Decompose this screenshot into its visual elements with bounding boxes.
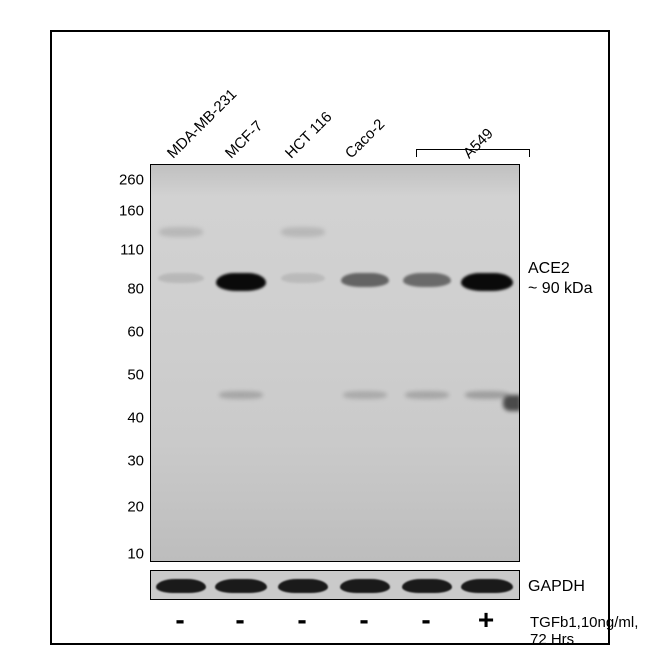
faint-45-band-lane-5: [405, 391, 449, 399]
mw-ladder: 260 160 110 80 60 50 40 30 20 10: [110, 172, 144, 562]
lane-labels-container: MDA-MB-231MCF-7HCT 116Caco-2A549: [162, 87, 532, 162]
mw-label-40: 40: [127, 409, 144, 426]
lane-label-mcf-7: MCF-7: [222, 118, 266, 162]
mw-label-80: 80: [127, 281, 144, 298]
treatment-symbol-lane-4: -: [339, 604, 389, 636]
ace2-band-lane-6: [461, 273, 513, 291]
ace2-mw-label: ~ 90 kDa: [528, 280, 592, 298]
mw-label-50: 50: [127, 366, 144, 383]
figure-frame: 26016011080605040302010 MDA-MB-231MCF-7H…: [50, 30, 610, 645]
edge-artifact: [503, 395, 520, 411]
treatment-symbol-lane-2: -: [215, 604, 265, 636]
lane-label-caco-2: Caco-2: [342, 116, 388, 162]
mw-label-160: 160: [119, 203, 144, 220]
gapdh-band-lane-5: [402, 579, 452, 593]
ace2-band-lane-2: [216, 273, 266, 291]
gapdh-band-lane-6: [461, 579, 513, 593]
faint-110-band-lane-3: [281, 227, 325, 237]
mw-label-30: 30: [127, 452, 144, 469]
ace2-band-lane-3: [281, 273, 325, 283]
faint-45-band-lane-6: [465, 391, 509, 399]
treatment-symbol-lane-6: +: [461, 604, 511, 636]
treatment-symbol-lane-5: -: [401, 604, 451, 636]
faint-45-band-lane-4: [343, 391, 387, 399]
ace2-label: ACE2: [528, 260, 570, 278]
faint-45-band-lane-2: [219, 391, 263, 399]
ace2-band-lane-4: [341, 273, 389, 287]
mw-label-20: 20: [127, 499, 144, 516]
main-blot-ace2: [150, 164, 520, 562]
ace2-band-lane-5: [403, 273, 451, 287]
gapdh-band-lane-3: [278, 579, 328, 593]
mw-label-260: 260: [119, 171, 144, 188]
mw-label-10: 10: [127, 546, 144, 563]
treatment-row: TGFb1,10ng/ml, 72 Hrs -----+: [150, 608, 650, 642]
gapdh-band-lane-1: [156, 579, 206, 593]
treatment-symbol-lane-3: -: [277, 604, 327, 636]
treatment-symbol-lane-1: -: [155, 604, 205, 636]
treatment-label: TGFb1,10ng/ml, 72 Hrs: [530, 614, 650, 648]
gapdh-blot: [150, 570, 520, 600]
ace2-band-lane-1: [158, 273, 204, 283]
gapdh-band-lane-2: [215, 579, 267, 593]
lane-label-hct-116: HCT 116: [282, 109, 335, 162]
gapdh-label: GAPDH: [528, 578, 585, 596]
mw-label-110: 110: [120, 242, 144, 259]
mw-label-60: 60: [127, 323, 144, 340]
faint-110-band-lane-1: [159, 227, 203, 237]
gapdh-band-lane-4: [340, 579, 390, 593]
